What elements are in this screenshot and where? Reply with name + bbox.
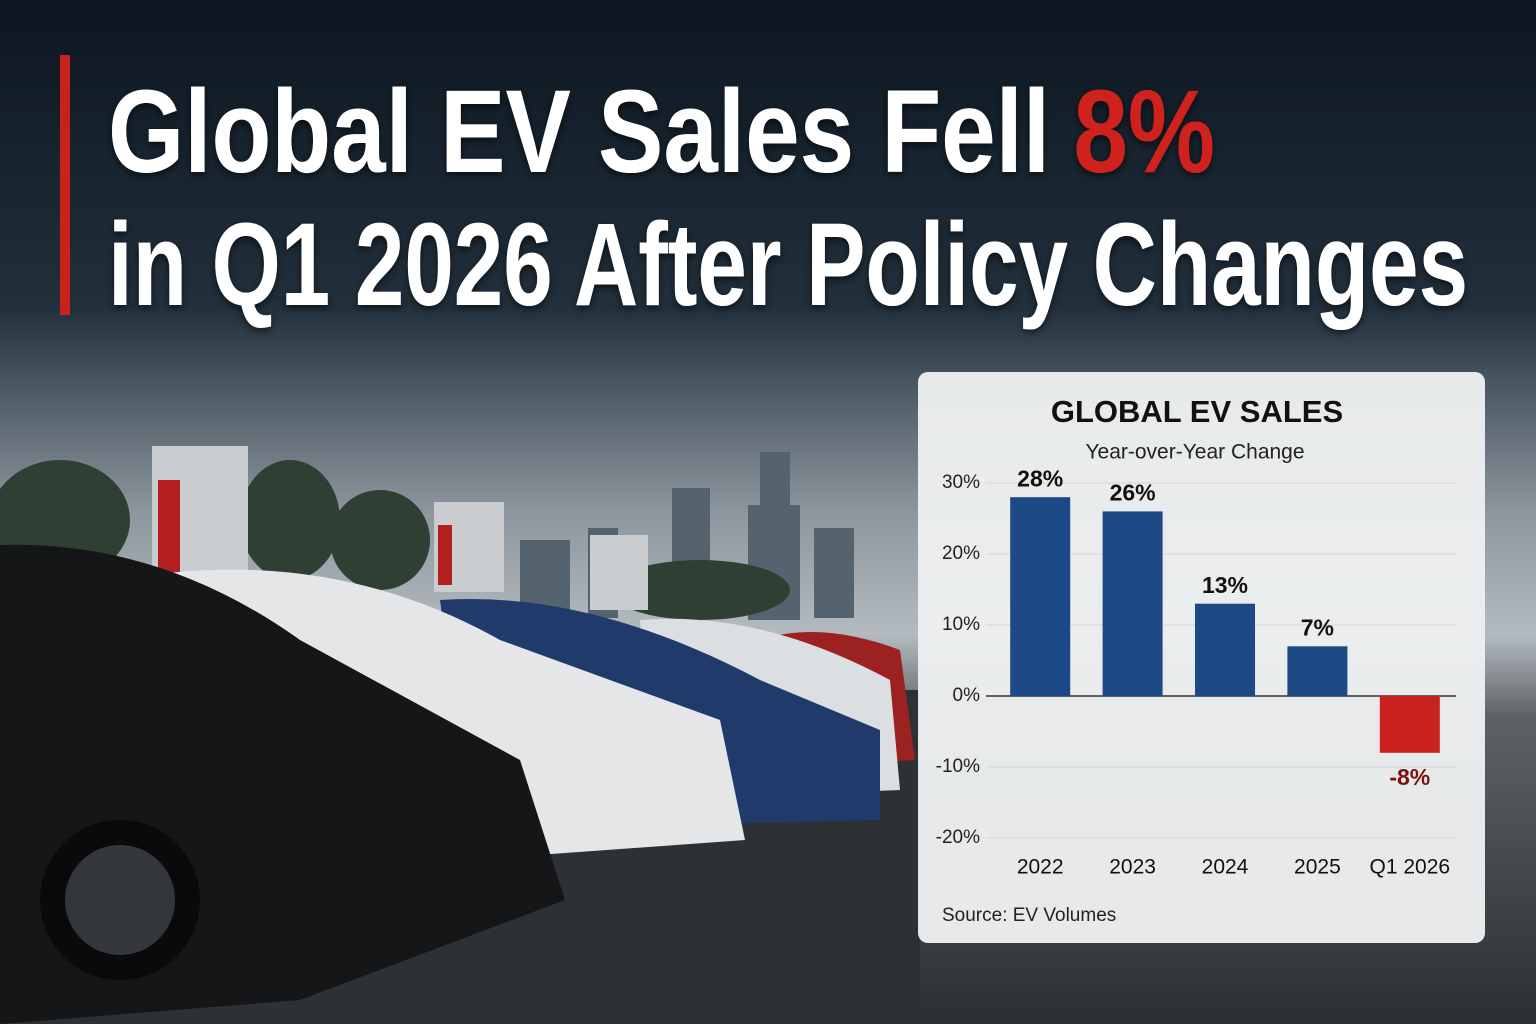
- y-tick-label: -20%: [936, 827, 980, 848]
- data-label: 13%: [1202, 572, 1248, 598]
- y-tick-label: 10%: [942, 614, 980, 635]
- y-tick-label: 0%: [953, 685, 981, 706]
- x-tick-label: Q1 2026: [1370, 856, 1451, 879]
- headline-accent: [60, 55, 70, 315]
- bar: [1010, 497, 1071, 696]
- chart-source: Source: EV Volumes: [942, 905, 1116, 926]
- x-tick-label: 2024: [1202, 856, 1249, 879]
- data-label: 26%: [1110, 479, 1156, 505]
- y-tick-label: -10%: [936, 756, 980, 777]
- headline-highlight: 8%: [1073, 66, 1215, 198]
- cars: [0, 544, 915, 1024]
- data-label: -8%: [1389, 764, 1430, 790]
- x-tick-label: 2025: [1294, 856, 1341, 879]
- trees: [0, 460, 790, 620]
- chart-subtitle: Year-over-Year Change: [1085, 441, 1304, 464]
- headline-text: Global EV Sales Fell: [108, 66, 1050, 198]
- headline-line-2: in Q1 2026 After Policy Changes: [108, 199, 1468, 331]
- x-tick-label: 2023: [1109, 856, 1156, 879]
- x-tick-label: 2022: [1017, 856, 1064, 879]
- bar: [1287, 646, 1348, 696]
- data-label: 7%: [1301, 614, 1334, 640]
- chart-title: GLOBAL EV SALES: [1051, 394, 1343, 429]
- data-label: 28%: [1017, 465, 1063, 491]
- bar: [1379, 696, 1440, 753]
- y-tick-label: 20%: [942, 543, 980, 564]
- y-tick-label: 30%: [942, 472, 980, 493]
- bar: [1195, 603, 1255, 696]
- chargers: [152, 446, 648, 610]
- headline-line-1: Global EV Sales Fell8%: [108, 66, 1215, 198]
- bar: [1102, 511, 1163, 696]
